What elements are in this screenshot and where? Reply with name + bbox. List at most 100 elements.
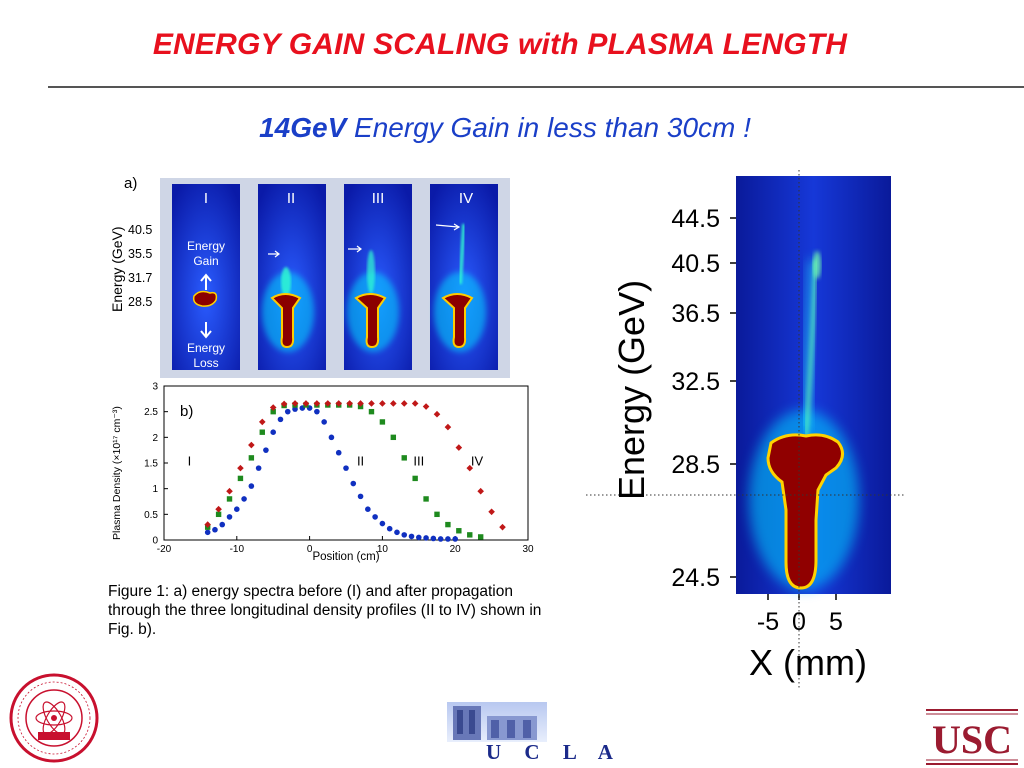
- arrow-down-icon: [200, 322, 212, 339]
- data-point-diamond: [204, 521, 211, 528]
- energy-loss-text: Loss: [193, 356, 218, 370]
- title-divider: [48, 86, 1024, 88]
- y-tick: 36.5: [671, 300, 720, 328]
- plot-area: [163, 385, 529, 541]
- spectrum-strip: III: [344, 184, 412, 370]
- data-point-square: [412, 475, 418, 482]
- data-point-circle: [416, 534, 422, 541]
- data-point-circle: [343, 465, 349, 471]
- data-point-diamond: [258, 418, 266, 426]
- data-point-square: [259, 429, 265, 435]
- data-point-circle: [204, 529, 211, 536]
- data-point-diamond: [433, 410, 441, 418]
- right-y-axis-label: Energy (GeV): [611, 280, 652, 500]
- data-point-diamond: [444, 423, 452, 431]
- panel-a-ytick: 31.7: [128, 271, 152, 285]
- data-point-square: [401, 455, 407, 461]
- data-point-circle: [350, 480, 357, 487]
- data-point-diamond: [368, 400, 375, 407]
- x-tick: 0: [792, 608, 806, 636]
- slac-seal-logo: [9, 673, 99, 763]
- data-point-circle: [226, 514, 233, 520]
- x-tick-label: 10: [377, 544, 389, 555]
- data-point-diamond: [313, 400, 321, 407]
- data-point-square: [368, 408, 375, 415]
- y-tick: 40.5: [671, 250, 720, 278]
- data-point-square: [390, 434, 397, 441]
- x-tick-label: 20: [450, 544, 462, 555]
- y-axis-label: Plasma Density (×10¹⁷ cm⁻³): [111, 406, 123, 540]
- data-point-circle: [430, 535, 437, 542]
- beam-spot: [192, 290, 218, 307]
- usc-wordmark: USC: [932, 717, 1012, 762]
- data-point-square: [379, 419, 386, 425]
- energy-spectra-panel: a) Energy (GeV) 40.5 35.5 31.7 28.5 I En…: [109, 175, 510, 378]
- usc-logo: USC: [926, 709, 1018, 765]
- slide-title: ENERGY GAIN SCALING with PLASMA LENGTH: [152, 28, 848, 61]
- energy-gain-text: Energy: [187, 239, 225, 253]
- data-point-square: [237, 475, 244, 482]
- arrow-right-icon: [268, 250, 280, 258]
- data-point-circle: [241, 496, 247, 502]
- strip-label: I: [204, 190, 208, 207]
- y-tick: 32.5: [671, 368, 720, 396]
- strip-label: IV: [459, 190, 473, 207]
- x-tick-label: 30: [522, 544, 534, 555]
- data-point-square: [270, 408, 276, 415]
- data-point-square: [477, 534, 484, 540]
- data-point-diamond: [499, 523, 506, 531]
- x-tick-label: -20: [157, 544, 172, 555]
- data-point-circle: [270, 429, 276, 435]
- y-tick-label: 2.5: [144, 407, 158, 418]
- data-point-circle: [234, 506, 240, 512]
- data-point-diamond: [215, 505, 222, 513]
- beam-core: [766, 433, 844, 590]
- data-point-circle: [212, 526, 218, 533]
- panel-a-ytick: 28.5: [128, 295, 152, 309]
- data-point-diamond: [455, 444, 463, 451]
- data-point-circle: [219, 521, 226, 528]
- data-point-circle: [372, 514, 378, 520]
- energy-gain-text: Gain: [193, 254, 218, 268]
- curve-label: I: [188, 454, 192, 469]
- data-point-circle: [277, 416, 284, 423]
- data-point-diamond: [335, 400, 343, 407]
- data-point-diamond: [390, 400, 397, 407]
- data-point-circle: [263, 447, 269, 453]
- panel-a-ylabel: Energy (GeV): [109, 226, 125, 312]
- data-point-square: [226, 496, 233, 502]
- data-point-circle: [452, 536, 459, 542]
- panel-b-label: b): [180, 403, 193, 420]
- x-tick: -5: [757, 608, 779, 636]
- y-tick: 24.5: [671, 564, 720, 592]
- data-point-diamond: [357, 400, 364, 407]
- curve-label: III: [413, 454, 424, 469]
- plasma-density-chart: b) Plasma Density (×10¹⁷ cm⁻³) Position …: [111, 382, 534, 564]
- data-point-circle: [314, 408, 320, 415]
- panel-a-ytick: 40.5: [128, 223, 152, 237]
- y-tick: 44.5: [671, 205, 720, 233]
- data-point-diamond: [400, 400, 408, 407]
- data-point-square: [434, 511, 440, 518]
- figure-caption: Figure 1: a) energy spectra before (I) a…: [108, 583, 542, 638]
- y-tick-label: 3: [152, 382, 158, 393]
- energy-spectrum-image: 44.5 40.5 36.5 32.5 28.5 24.5 Energy (Ge…: [586, 170, 904, 690]
- data-point-diamond: [237, 464, 244, 472]
- data-point-circle: [284, 408, 291, 415]
- data-point-circle: [321, 419, 327, 425]
- data-point-circle: [386, 525, 393, 532]
- data-point-square: [445, 521, 451, 528]
- data-point-diamond: [411, 400, 419, 407]
- subtitle-rest: Energy Gain in less than 30cm !: [346, 112, 751, 143]
- data-point-circle: [408, 533, 415, 540]
- arrow-up-icon: [200, 273, 212, 290]
- curve-label: II: [357, 454, 364, 469]
- data-point-circle: [394, 529, 400, 536]
- data-point-circle: [292, 406, 298, 412]
- spectrum-strip: II: [258, 184, 326, 370]
- energy-loss-text: Energy: [187, 341, 225, 355]
- x-tick-label: 0: [307, 544, 313, 555]
- right-x-axis-label: X (mm): [749, 642, 867, 683]
- data-point-diamond: [269, 404, 277, 411]
- data-point-circle: [401, 532, 408, 538]
